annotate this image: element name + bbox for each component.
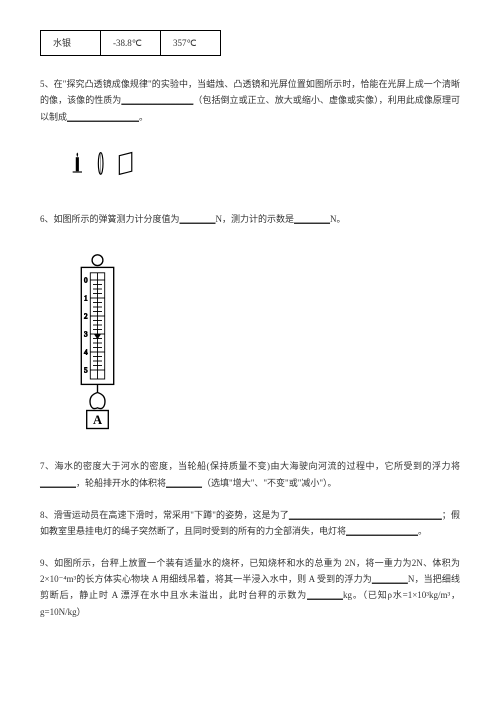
q6-blank2: ________ (294, 211, 330, 227)
table-cell: 水银 (41, 31, 101, 56)
question-9: 9、如图所示，台秤上放置一个装有适量水的烧杯，已知烧杯和水的总重为 2N，将一重… (40, 555, 460, 620)
svg-text:3: 3 (84, 331, 88, 339)
question-7: 7、海水的密度大于河水的密度，当轮船(保持质量不变)由大海驶向河流的过程中，它所… (40, 458, 460, 490)
q9-blank2: ________ (307, 587, 343, 603)
spring-scale-icon: 0 1 2 3 4 5 A (70, 253, 125, 433)
svg-text:2: 2 (84, 313, 88, 321)
q8-blank2: ________________ (346, 523, 418, 539)
svg-text:1: 1 (84, 295, 88, 303)
table-cell: 357℃ (161, 31, 221, 56)
q7-text: ，轮船排开水的体积将 (76, 478, 166, 488)
q8-text: 。 (418, 526, 427, 536)
question-8: 8、滑雪运动员在高速下滑时，常采用"下蹲"的姿势，这是为了___________… (40, 507, 460, 539)
q8-text: 8、滑雪运动员在高速下滑时，常采用"下蹲"的姿势，这是为了 (40, 510, 289, 520)
q7-text: 7、海水的密度大于河水的密度，当轮船(保持质量不变)由大海驶向河流的过程中，它所… (40, 461, 460, 471)
q6-text: N。 (330, 214, 346, 224)
q7-blank1: ________ (40, 475, 76, 491)
q6-text: N，测力计的示数是 (216, 214, 295, 224)
q5-blank1: ________________ (121, 92, 193, 108)
table-cell: -38.8℃ (101, 31, 161, 56)
q7-blank2: ________ (166, 475, 202, 491)
svg-text:A: A (93, 413, 102, 427)
candle-lens-icon (70, 151, 150, 186)
svg-text:0: 0 (84, 277, 88, 285)
data-table: 水银 -38.8℃ 357℃ (40, 30, 221, 56)
q5-text: 。 (139, 112, 148, 122)
q9-blank1: ________ (372, 571, 408, 587)
q6-blank1: ________ (180, 211, 216, 227)
svg-text:4: 4 (84, 349, 88, 357)
question-5: 5、在"探究凸透镜成像规律"的实验中，当蜡烛、凸透镜和光屏位置如图所示时，恰能在… (40, 76, 460, 125)
q5-blank2: ________________ (67, 109, 139, 125)
q7-text: （选填"增大"、"不变"或"减小"）。 (202, 478, 337, 488)
q8-blank1: __________________________________ (289, 507, 442, 523)
svg-text:5: 5 (84, 367, 88, 375)
question-6: 6、如图所示的弹簧测力计分度值为________N，测力计的示数是_______… (40, 211, 460, 227)
q6-text: 6、如图所示的弹簧测力计分度值为 (40, 214, 180, 224)
